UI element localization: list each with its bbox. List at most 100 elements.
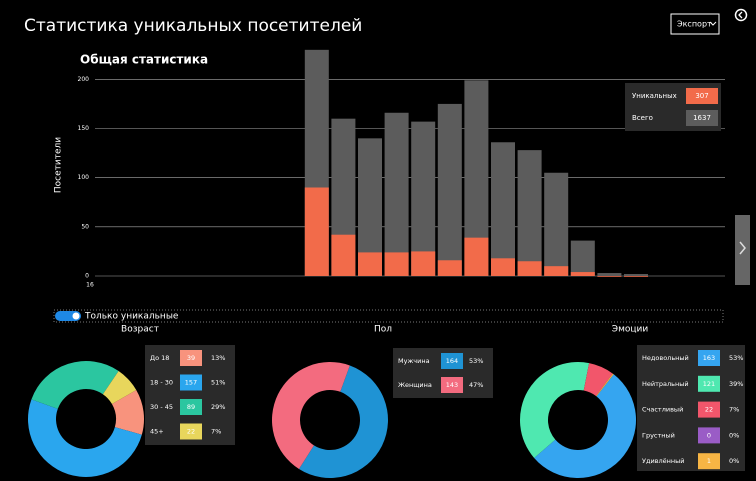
toggle-knob	[72, 312, 80, 320]
donut-slice	[583, 363, 613, 396]
legend-value: 163	[703, 354, 715, 362]
legend-swatch	[180, 350, 202, 366]
page-title: Статистика уникальных посетителей	[24, 16, 362, 36]
legend-value: 0	[707, 431, 711, 439]
legend-percent: 39%	[729, 380, 743, 388]
bar	[437, 260, 462, 276]
bar	[544, 172, 569, 276]
bar	[437, 103, 462, 277]
legend-swatch	[698, 453, 720, 470]
bar	[358, 252, 382, 276]
y-tick-label: 200	[78, 76, 90, 83]
legend-percent: 47%	[469, 381, 483, 389]
bar	[384, 112, 409, 277]
donut-slice	[272, 362, 350, 470]
legend-swatch	[180, 374, 202, 391]
x-tick-label: 16	[86, 282, 94, 289]
legend-label: Недовольный	[642, 354, 689, 362]
legend-label: Нейтральный	[642, 380, 689, 388]
legend-percent: 13%	[211, 354, 225, 362]
toggle-label: Только уникальные	[84, 312, 179, 322]
legend-value: 164	[446, 357, 458, 365]
donut-slice	[111, 390, 145, 435]
bar	[597, 276, 622, 277]
legend-swatch	[698, 401, 720, 418]
bar	[570, 272, 595, 276]
bar	[544, 266, 569, 276]
y-tick-label: 50	[81, 223, 89, 230]
donut-title: Пол	[374, 325, 392, 335]
y-tick-label: 0	[85, 273, 89, 280]
legend-percent: 0%	[729, 431, 739, 439]
donut-slice	[595, 373, 614, 397]
legend-swatch	[686, 88, 718, 104]
legend-percent: 51%	[211, 379, 225, 387]
legend-value: 307	[695, 92, 708, 100]
donut-slice	[102, 371, 137, 404]
legend-label: 30 - 45	[150, 403, 173, 411]
export-button[interactable]	[670, 13, 720, 35]
bar	[304, 187, 329, 276]
legend-label: 45+	[150, 428, 164, 436]
legend-label: Грустный	[642, 431, 675, 439]
legend-value: 1637	[693, 114, 711, 122]
donut-slice	[28, 399, 142, 477]
bar	[517, 150, 542, 276]
legend-percent: 53%	[469, 357, 483, 365]
bar	[624, 274, 648, 276]
legend-value: 22	[705, 406, 713, 414]
donut-slice	[520, 362, 590, 458]
legend-percent: 29%	[211, 403, 225, 411]
back-arrow	[738, 11, 743, 19]
donut-slice	[534, 374, 637, 479]
legend-box	[637, 345, 745, 471]
bar	[411, 121, 436, 276]
legend-label: Счастливый	[642, 406, 683, 414]
bar	[570, 240, 595, 276]
chart-title: Общая статистика	[80, 53, 208, 67]
legend-percent: 53%	[729, 354, 743, 362]
legend-swatch	[180, 399, 202, 415]
legend-swatch	[698, 350, 720, 366]
export-label: Экспорт	[677, 20, 712, 29]
donut-title: Эмоции	[612, 325, 649, 335]
bar	[491, 258, 515, 276]
legend-label: До 18	[150, 354, 169, 362]
legend-percent: 7%	[729, 406, 739, 414]
bar	[411, 251, 436, 276]
legend-label: Уникальных	[632, 92, 677, 100]
donut-slice	[31, 360, 119, 409]
donut-title: Возраст	[121, 325, 159, 335]
toggle-frame	[53, 309, 724, 323]
legend-swatch	[441, 377, 463, 393]
legend-label: Всего	[632, 114, 653, 122]
legend-value: 39	[187, 354, 195, 362]
bar	[331, 234, 356, 276]
y-tick-label: 150	[78, 125, 90, 132]
legend-swatch	[698, 427, 720, 444]
bar	[517, 261, 542, 276]
bar	[464, 237, 489, 276]
bar	[384, 252, 409, 276]
legend-label: Удивлённый	[642, 457, 685, 465]
bar	[597, 273, 622, 276]
legend-percent: 0%	[729, 457, 739, 465]
next-arrow	[739, 241, 746, 255]
legend-label: 18 - 30	[150, 379, 173, 387]
y-tick-label: 100	[78, 174, 90, 181]
legend-swatch	[698, 375, 720, 392]
bar	[491, 142, 515, 276]
legend-swatch	[686, 110, 718, 126]
legend-swatch	[180, 423, 202, 440]
donut-slice	[298, 365, 389, 479]
legend-value: 143	[446, 381, 458, 389]
bar	[624, 276, 648, 277]
legend-value: 121	[703, 380, 715, 388]
export-caret	[709, 21, 717, 26]
legend-value: 22	[187, 428, 195, 436]
y-axis-label: Посетители	[54, 137, 64, 193]
back-icon[interactable]	[734, 8, 748, 22]
legend-label: Мужчина	[398, 357, 430, 365]
legend-swatch	[441, 353, 463, 369]
